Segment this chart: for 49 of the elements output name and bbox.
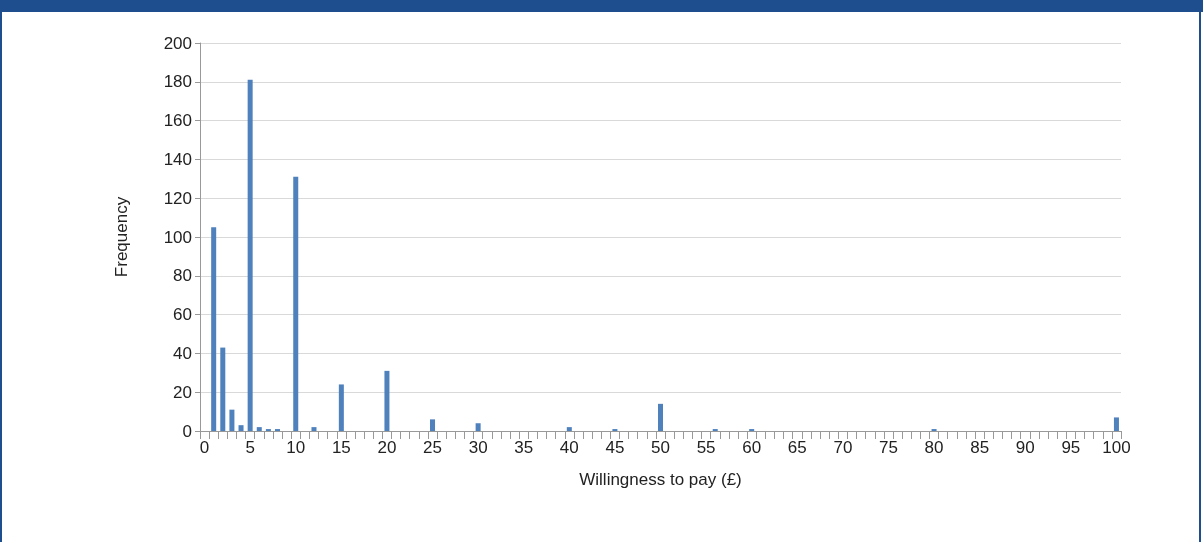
- x-tick-label: 60: [742, 438, 762, 457]
- x-axis-title: Willingness to pay (£): [579, 470, 742, 489]
- x-tick-label: 45: [605, 438, 625, 457]
- y-tick-label: 140: [163, 149, 192, 169]
- x-tick-label: 85: [970, 438, 990, 457]
- bar: [229, 409, 235, 431]
- bar: [311, 427, 317, 431]
- x-tick-label: 65: [787, 438, 807, 457]
- y-tick-label: 0: [182, 421, 192, 441]
- y-tick-label: 60: [173, 305, 192, 325]
- x-tick-label: 40: [559, 438, 579, 457]
- x-tick-label: 0: [199, 438, 210, 457]
- bar: [247, 79, 253, 431]
- x-tick-label: 75: [879, 438, 898, 457]
- bar: [657, 403, 664, 431]
- y-tick-label: 40: [173, 343, 192, 363]
- bar: [1113, 417, 1119, 431]
- bar: [430, 419, 436, 431]
- x-tick-label: 100: [1102, 438, 1131, 457]
- bar: [384, 370, 390, 431]
- x-tick-label: 70: [833, 438, 853, 457]
- y-tick-label: 80: [173, 266, 192, 286]
- bar: [220, 347, 226, 431]
- y-tick-label: 100: [163, 227, 192, 247]
- x-tick-label: 30: [468, 438, 488, 457]
- y-tick-label: 20: [173, 382, 192, 402]
- x-tick-label: 15: [331, 438, 351, 457]
- y-axis-title: Frequency: [112, 196, 131, 278]
- bar: [293, 176, 299, 431]
- y-tick-label: 160: [163, 111, 192, 131]
- bar: [475, 423, 481, 431]
- y-tick-label: 180: [163, 72, 192, 92]
- x-tick-label: 20: [377, 438, 397, 457]
- bar: [338, 384, 344, 431]
- x-tick-label: 90: [1015, 438, 1035, 457]
- x-tick-label: 5: [245, 438, 255, 457]
- x-tick-label: 80: [924, 438, 944, 457]
- x-tick-label: 50: [651, 438, 670, 457]
- bar: [566, 427, 572, 431]
- x-tick-label: 25: [423, 438, 442, 457]
- bar: [256, 427, 262, 431]
- bar: [211, 227, 217, 431]
- x-tick-label: 35: [514, 438, 534, 457]
- x-tick-label: 10: [286, 438, 306, 457]
- bar: [238, 425, 244, 431]
- y-tick-label: 120: [163, 188, 192, 208]
- y-tick-label: 200: [163, 33, 192, 53]
- x-tick-label: 95: [1061, 438, 1081, 457]
- x-tick-label: 55: [696, 438, 716, 457]
